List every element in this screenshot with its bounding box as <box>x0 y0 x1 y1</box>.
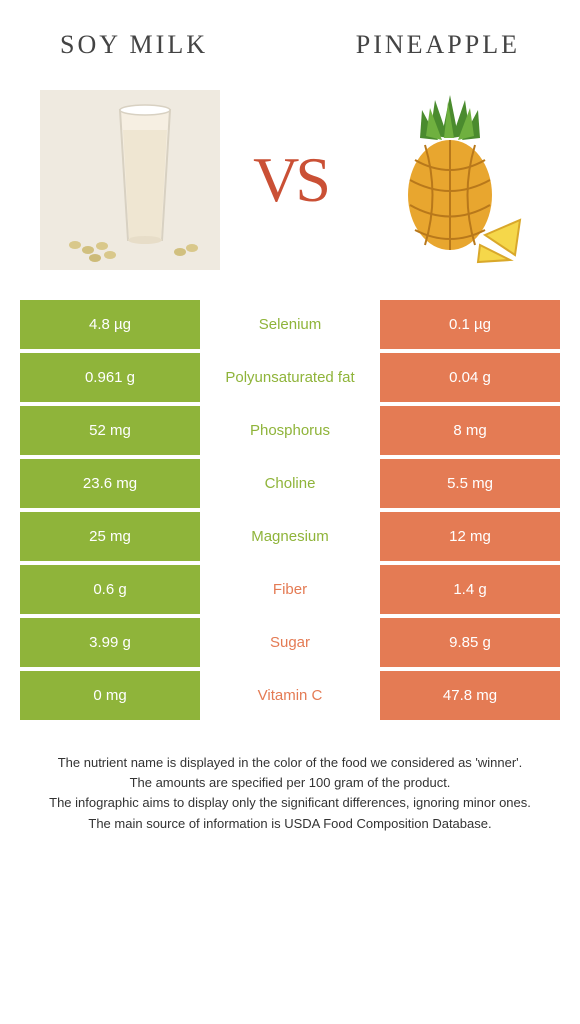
nutrient-table: 4.8 µgSelenium0.1 µg0.961 gPolyunsaturat… <box>20 300 560 720</box>
nutrient-row: 0.6 gFiber1.4 g <box>20 565 560 614</box>
nutrient-row: 23.6 mgCholine5.5 mg <box>20 459 560 508</box>
right-value: 1.4 g <box>380 565 560 614</box>
footer-notes: The nutrient name is displayed in the co… <box>0 724 580 833</box>
nutrient-name: Polyunsaturated fat <box>200 353 380 402</box>
right-value: 9.85 g <box>380 618 560 667</box>
left-value: 23.6 mg <box>20 459 200 508</box>
pineapple-image <box>360 90 540 270</box>
nutrient-name: Selenium <box>200 300 380 349</box>
footer-line-1: The nutrient name is displayed in the co… <box>20 754 560 772</box>
nutrient-row: 25 mgMagnesium12 mg <box>20 512 560 561</box>
left-food-title: Soy milk <box>60 30 208 60</box>
nutrient-row: 4.8 µgSelenium0.1 µg <box>20 300 560 349</box>
nutrient-name: Magnesium <box>200 512 380 561</box>
right-value: 47.8 mg <box>380 671 560 720</box>
footer-line-3: The infographic aims to display only the… <box>20 794 560 812</box>
left-value: 0 mg <box>20 671 200 720</box>
right-value: 5.5 mg <box>380 459 560 508</box>
nutrient-name: Phosphorus <box>200 406 380 455</box>
footer-line-4: The main source of information is USDA F… <box>20 815 560 833</box>
nutrient-name: Vitamin C <box>200 671 380 720</box>
nutrient-name: Sugar <box>200 618 380 667</box>
nutrient-row: 0.961 gPolyunsaturated fat0.04 g <box>20 353 560 402</box>
comparison-header: Soy milk Pineapple <box>0 0 580 80</box>
soymilk-image <box>40 90 220 270</box>
left-value: 4.8 µg <box>20 300 200 349</box>
right-value: 12 mg <box>380 512 560 561</box>
right-value: 0.04 g <box>380 353 560 402</box>
left-value: 3.99 g <box>20 618 200 667</box>
nutrient-name: Fiber <box>200 565 380 614</box>
left-value: 52 mg <box>20 406 200 455</box>
footer-line-2: The amounts are specified per 100 gram o… <box>20 774 560 792</box>
images-row: VS <box>0 80 580 290</box>
left-value: 0.6 g <box>20 565 200 614</box>
nutrient-row: 3.99 gSugar9.85 g <box>20 618 560 667</box>
vs-label: VS <box>253 143 327 217</box>
right-food-title: Pineapple <box>356 30 520 60</box>
nutrient-row: 52 mgPhosphorus8 mg <box>20 406 560 455</box>
right-value: 8 mg <box>380 406 560 455</box>
nutrient-row: 0 mgVitamin C47.8 mg <box>20 671 560 720</box>
nutrient-name: Choline <box>200 459 380 508</box>
right-value: 0.1 µg <box>380 300 560 349</box>
left-value: 0.961 g <box>20 353 200 402</box>
left-value: 25 mg <box>20 512 200 561</box>
